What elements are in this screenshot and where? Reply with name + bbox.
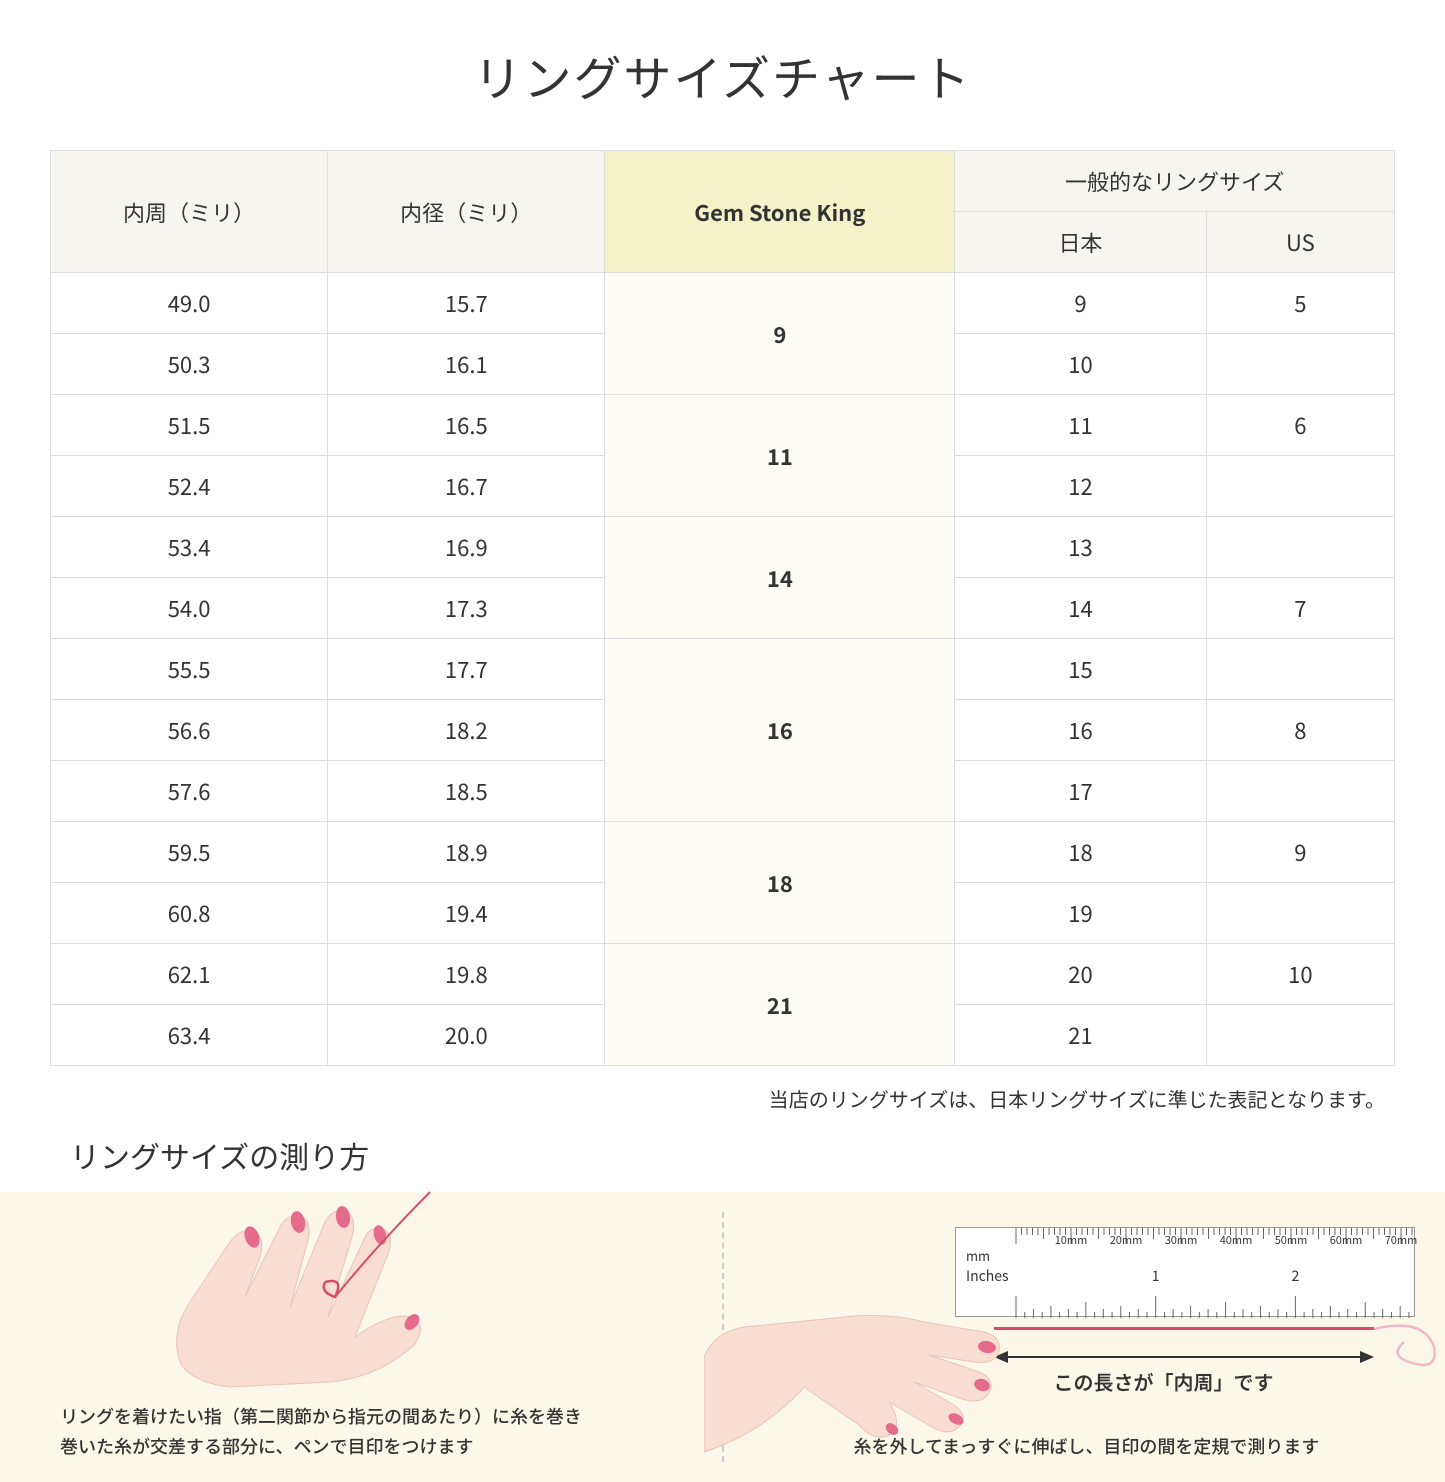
cell-us: 8 (1206, 700, 1394, 761)
ruler-mm-mark: 50mm (1275, 1232, 1308, 1248)
cell-jp: 17 (955, 761, 1206, 822)
measure-left-panel: リングを着けたい指（第二関節から指元の間あたり）に糸を巻き 巻いた糸が交差する部… (0, 1192, 722, 1482)
cell-gem: 16 (605, 639, 955, 822)
ruler-mm-mark: 10mm (1055, 1232, 1088, 1248)
arrow-text: この長さが「内周」です (1054, 1367, 1274, 1396)
cell-circ: 59.5 (51, 822, 328, 883)
page-title: リングサイズチャート (50, 40, 1395, 110)
cell-us: 5 (1206, 273, 1394, 334)
cell-dia: 18.9 (328, 822, 605, 883)
ruler-mm-mark: 70mm (1385, 1232, 1418, 1248)
header-general: 一般的なリングサイズ (955, 151, 1395, 212)
red-thread (994, 1327, 1374, 1330)
header-japan: 日本 (955, 212, 1206, 273)
cell-jp: 13 (955, 517, 1206, 578)
cell-us: 6 (1206, 395, 1394, 456)
cell-dia: 19.4 (328, 883, 605, 944)
cell-us: 10 (1206, 944, 1394, 1005)
cell-gem: 9 (605, 273, 955, 395)
table-row: 49.015.7995 (51, 273, 1395, 334)
header-circumference: 内周（ミリ） (51, 151, 328, 273)
cell-dia: 19.8 (328, 944, 605, 1005)
cell-dia: 17.7 (328, 639, 605, 700)
cell-gem: 11 (605, 395, 955, 517)
cell-gem: 14 (605, 517, 955, 639)
table-row: 51.516.511116 (51, 395, 1395, 456)
cell-us (1206, 517, 1394, 578)
measure-right-panel: mm Inches 10mm20mm30mm40mm50mm60mm70mm 1… (724, 1192, 1445, 1482)
cell-jp: 20 (955, 944, 1206, 1005)
size-chart-table: 内周（ミリ） 内径（ミリ） Gem Stone King 一般的なリングサイズ … (50, 150, 1395, 1066)
hand-right-illustration (704, 1277, 1014, 1457)
hand-left-illustration (150, 1182, 470, 1392)
cell-jp: 11 (955, 395, 1206, 456)
thread-curl (1364, 1307, 1445, 1377)
ruler-mm-mark: 20mm (1110, 1232, 1143, 1248)
ruler-mm-mark: 30mm (1165, 1232, 1198, 1248)
header-diameter: 内径（ミリ） (328, 151, 605, 273)
cell-circ: 49.0 (51, 273, 328, 334)
cell-dia: 20.0 (328, 1005, 605, 1066)
cell-us (1206, 761, 1394, 822)
cell-dia: 16.1 (328, 334, 605, 395)
cell-jp: 12 (955, 456, 1206, 517)
ruler-in-mark: 2 (1292, 1266, 1300, 1286)
cell-jp: 10 (955, 334, 1206, 395)
header-gemstone: Gem Stone King (605, 151, 955, 273)
cell-us (1206, 1005, 1394, 1066)
cell-us: 9 (1206, 822, 1394, 883)
cell-circ: 52.4 (51, 456, 328, 517)
cell-jp: 9 (955, 273, 1206, 334)
ruler-mm-label: mm (966, 1246, 990, 1265)
cell-jp: 15 (955, 639, 1206, 700)
cell-circ: 55.5 (51, 639, 328, 700)
cell-circ: 56.6 (51, 700, 328, 761)
measure-section: リングを着けたい指（第二関節から指元の間あたり）に糸を巻き 巻いた糸が交差する部… (0, 1192, 1445, 1482)
cell-gem: 21 (605, 944, 955, 1066)
cell-gem: 18 (605, 822, 955, 944)
cell-us: 7 (1206, 578, 1394, 639)
cell-circ: 51.5 (51, 395, 328, 456)
cell-dia: 18.2 (328, 700, 605, 761)
header-us: US (1206, 212, 1394, 273)
cell-circ: 53.4 (51, 517, 328, 578)
table-row: 62.119.8212010 (51, 944, 1395, 1005)
cell-dia: 15.7 (328, 273, 605, 334)
left-caption: リングを着けたい指（第二関節から指元の間あたり）に糸を巻き 巻いた糸が交差する部… (60, 1401, 582, 1462)
cell-circ: 57.6 (51, 761, 328, 822)
cell-circ: 62.1 (51, 944, 328, 1005)
ruler-mm-mark: 40mm (1220, 1232, 1253, 1248)
cell-jp: 21 (955, 1005, 1206, 1066)
cell-us (1206, 639, 1394, 700)
cell-us (1206, 883, 1394, 944)
ruler-mm-mark: 60mm (1330, 1232, 1363, 1248)
cell-dia: 16.7 (328, 456, 605, 517)
cell-dia: 18.5 (328, 761, 605, 822)
table-row: 55.517.71615 (51, 639, 1395, 700)
cell-jp: 18 (955, 822, 1206, 883)
cell-circ: 50.3 (51, 334, 328, 395)
measurement-arrow (994, 1347, 1374, 1367)
measure-title: リングサイズの測り方 (70, 1133, 1395, 1177)
cell-us (1206, 334, 1394, 395)
cell-dia: 16.5 (328, 395, 605, 456)
cell-circ: 63.4 (51, 1005, 328, 1066)
cell-circ: 54.0 (51, 578, 328, 639)
cell-dia: 16.9 (328, 517, 605, 578)
table-row: 59.518.918189 (51, 822, 1395, 883)
cell-dia: 17.3 (328, 578, 605, 639)
ruler-in-mark: 1 (1152, 1266, 1160, 1286)
ruler-illustration: mm Inches 10mm20mm30mm40mm50mm60mm70mm 1… (955, 1227, 1415, 1317)
cell-jp: 16 (955, 700, 1206, 761)
cell-jp: 19 (955, 883, 1206, 944)
note-text: 当店のリングサイズは、日本リングサイズに準じた表記となります。 (50, 1084, 1395, 1113)
cell-circ: 60.8 (51, 883, 328, 944)
table-row: 53.416.91413 (51, 517, 1395, 578)
cell-jp: 14 (955, 578, 1206, 639)
cell-us (1206, 456, 1394, 517)
right-caption: 糸を外してまっすぐに伸ばし、目印の間を定規で測ります (854, 1431, 1320, 1462)
